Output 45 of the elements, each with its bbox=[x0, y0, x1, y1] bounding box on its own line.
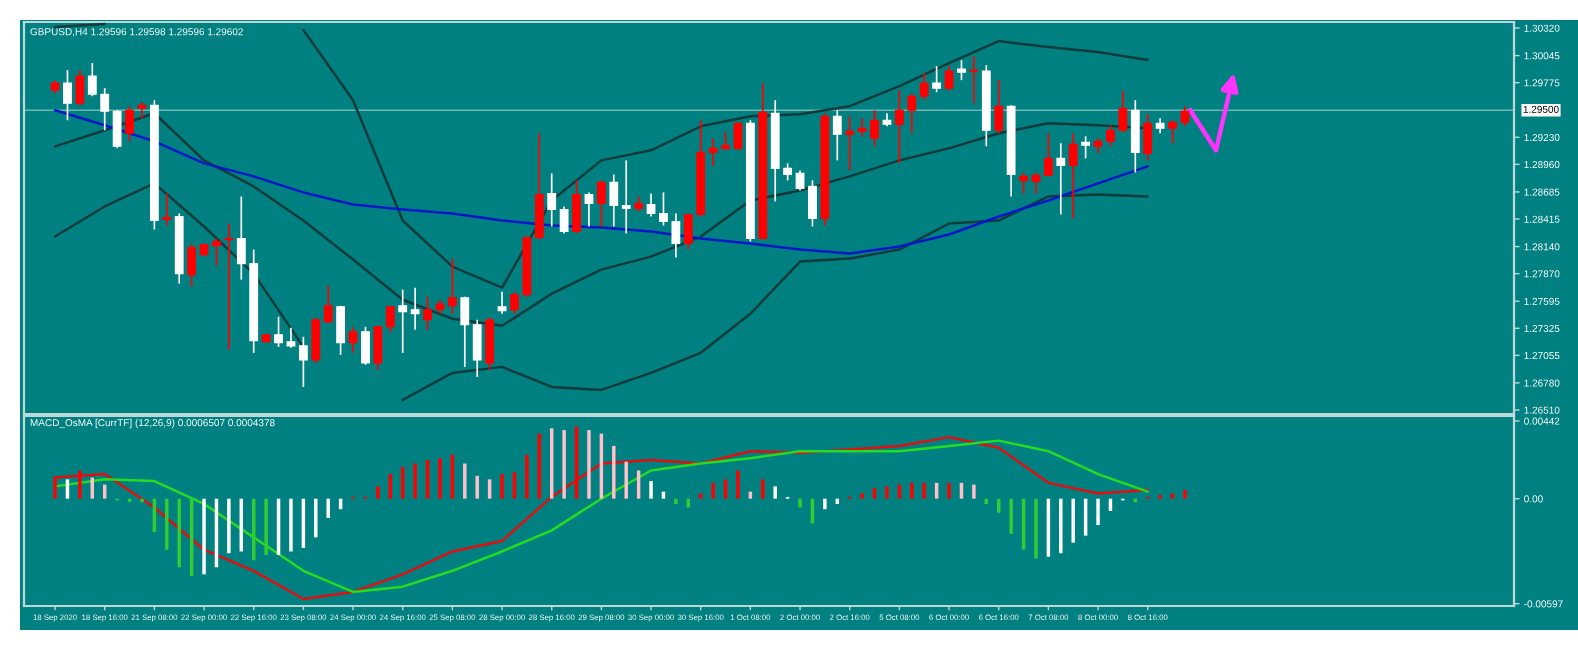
candlestick bbox=[845, 115, 855, 172]
candlestick bbox=[63, 69, 72, 122]
candlestick bbox=[410, 286, 420, 331]
candlestick bbox=[125, 105, 134, 143]
candlestick bbox=[994, 79, 1004, 135]
candlestick bbox=[75, 69, 85, 107]
candlestick bbox=[298, 335, 308, 388]
candlestick bbox=[919, 72, 929, 102]
candlestick bbox=[572, 179, 581, 235]
candlestick bbox=[932, 65, 942, 94]
candlestick bbox=[1143, 113, 1153, 162]
candlestick bbox=[162, 192, 172, 227]
candlestick bbox=[559, 205, 569, 235]
candlestick bbox=[584, 191, 594, 228]
candlestick bbox=[485, 316, 495, 371]
candlestick bbox=[596, 179, 606, 228]
candlestick bbox=[447, 257, 457, 315]
candlestick bbox=[187, 242, 197, 288]
candlestick bbox=[609, 173, 619, 228]
candlestick bbox=[969, 55, 979, 105]
candlestick bbox=[373, 324, 383, 371]
candlestick bbox=[311, 316, 321, 364]
line-series bbox=[53, 108, 1149, 255]
candlestick bbox=[1043, 132, 1053, 178]
candlestick bbox=[832, 109, 842, 162]
candlestick bbox=[398, 288, 408, 354]
candlestick bbox=[944, 65, 954, 92]
candlestick bbox=[534, 132, 544, 241]
candlestick bbox=[224, 222, 234, 351]
candlestick bbox=[323, 284, 333, 325]
candlestick bbox=[472, 318, 482, 378]
candlestick bbox=[336, 304, 346, 356]
candlestick bbox=[112, 109, 122, 150]
candlestick bbox=[1130, 99, 1140, 174]
candlestick bbox=[1068, 132, 1078, 220]
candlestick bbox=[497, 290, 507, 315]
candlestick bbox=[361, 325, 370, 366]
candlestick bbox=[460, 295, 470, 368]
candlestick bbox=[348, 325, 358, 354]
candlestick bbox=[621, 159, 631, 235]
candlestick bbox=[385, 304, 395, 334]
candlestick bbox=[1056, 142, 1066, 216]
candlestick bbox=[1081, 135, 1091, 160]
candlestick bbox=[957, 59, 966, 81]
candlestick bbox=[547, 172, 557, 228]
